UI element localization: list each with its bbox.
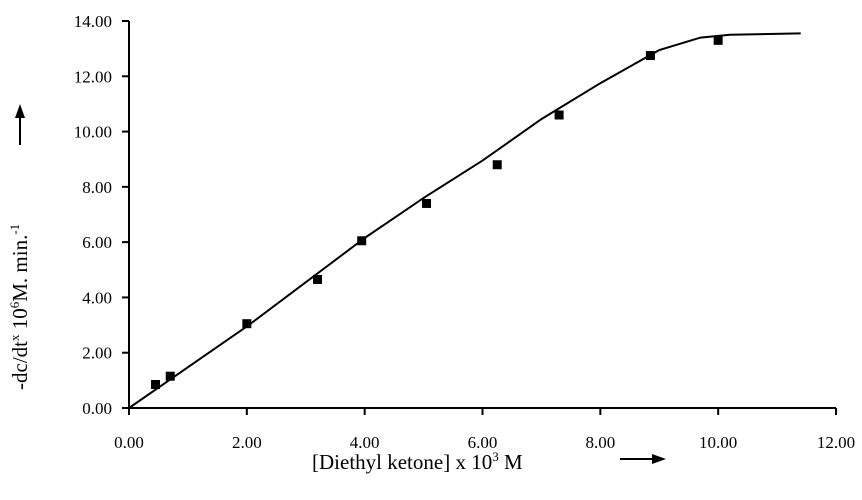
data-point (242, 319, 252, 329)
data-point (151, 380, 161, 390)
y-axis-arrow (15, 104, 25, 145)
x-tick-label: 12.00 (817, 433, 855, 452)
data-point (422, 198, 432, 208)
data-point (357, 236, 367, 246)
y-tick-label: 0.00 (82, 399, 112, 418)
y-tick-label: 4.00 (82, 288, 112, 307)
fit-line (128, 32, 801, 409)
x-tick-label: 2.00 (232, 433, 262, 452)
x-axis-title: [Diethyl ketone] x 103 M (312, 449, 523, 474)
data-point (313, 274, 323, 284)
data-point (554, 110, 564, 120)
data-point (165, 371, 175, 381)
y-axis-title: -dc/dtx 106M. min.-1 (7, 224, 32, 390)
data-points (151, 35, 723, 390)
x-tick-label: 10.00 (699, 433, 737, 452)
x-tick-label: 4.00 (350, 433, 380, 452)
y-tick-label: 6.00 (82, 233, 112, 252)
x-tick-label: 6.00 (468, 433, 498, 452)
x-tick-label: 0.00 (114, 433, 144, 452)
plot-area: 0.00 2.00 4.00 6.00 8.00 10.00 12.00 0.00 2.00 4… (74, 12, 855, 452)
y-tick-label: 14.00 (74, 12, 112, 31)
y-tick-label: 10.00 (74, 123, 112, 142)
x-axis-arrow (620, 454, 666, 464)
data-point (645, 51, 655, 61)
data-point (492, 160, 502, 170)
data-point (713, 35, 723, 45)
y-tick-label: 12.00 (74, 67, 112, 86)
y-ticks: 0.00 2.00 4.00 6.00 8.00 10.00 12.00 14.00 (74, 12, 129, 418)
y-tick-label: 2.00 (82, 344, 112, 363)
x-tick-label: 8.00 (585, 433, 615, 452)
x-ticks: 0.00 2.00 4.00 6.00 8.00 10.00 12.00 (114, 408, 855, 452)
y-tick-label: 8.00 (82, 178, 112, 197)
